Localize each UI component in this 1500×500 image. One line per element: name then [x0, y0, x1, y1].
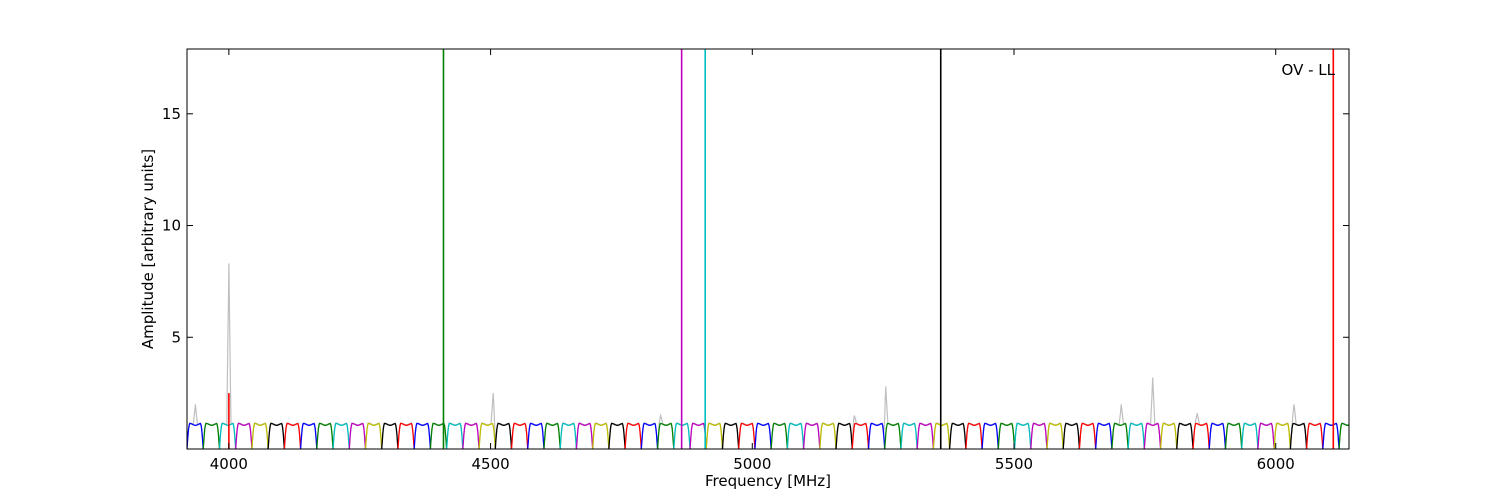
- channel-series-line: [1241, 422, 1259, 449]
- channel-series-line: [1127, 422, 1145, 449]
- channel-series-line: [1176, 422, 1194, 449]
- channel-series-line: [1078, 422, 1097, 449]
- channel-series-line: [527, 422, 545, 449]
- channel-series-line: [819, 422, 837, 449]
- channel-series-line: [364, 422, 383, 449]
- channel-series-line: [348, 422, 367, 449]
- x-tick-label: 6000: [1257, 455, 1295, 473]
- channel-series-line: [283, 422, 302, 449]
- channel-series-line: [1224, 422, 1243, 449]
- channel-series-line: [462, 422, 480, 449]
- channel-series-line: [1095, 422, 1113, 449]
- channel-series-line: [916, 422, 935, 449]
- x-axis-label: Frequency [MHz]: [705, 472, 831, 490]
- channel-series-line: [267, 422, 286, 449]
- channel-series-line: [413, 422, 432, 449]
- channel-series-line: [1013, 422, 1032, 449]
- channel-series-line: [235, 422, 253, 449]
- channel-series-line: [187, 422, 204, 449]
- channel-series-line: [1289, 422, 1308, 449]
- channel-series-line: [900, 422, 918, 449]
- channel-series-line: [754, 422, 772, 449]
- channel-series-line: [575, 422, 594, 449]
- channel-series-line: [965, 422, 983, 449]
- channel-series-line: [1159, 422, 1178, 449]
- channel-series-line: [332, 422, 350, 449]
- channel-series-line: [1192, 422, 1210, 449]
- channel-series-line: [997, 422, 1016, 449]
- channel-series-line: [218, 422, 237, 449]
- channel-series-line: [981, 422, 999, 449]
- plot-frame: [186, 48, 1350, 450]
- channel-series-line: [494, 422, 513, 449]
- channel-series-line: [640, 422, 659, 449]
- background-trace-line: [187, 263, 1349, 449]
- x-tick-label: 4500: [471, 455, 509, 473]
- channel-series-line: [1273, 422, 1292, 449]
- channel-series-line: [1143, 422, 1162, 449]
- y-axis-label: Amplitude [arbitrary units]: [139, 149, 157, 349]
- channel-series-line: [884, 422, 902, 449]
- channel-series-line: [1046, 422, 1064, 449]
- channel-series-line: [397, 422, 415, 449]
- x-tick-label: 5500: [995, 455, 1033, 473]
- channel-series-line: [624, 422, 642, 449]
- channel-series-line: [689, 422, 707, 449]
- channel-series-line: [802, 422, 821, 449]
- axis-ticks: 4000 4500 5000 5500 6000 5 10 15: [162, 49, 1349, 473]
- background-trace-layer: [187, 263, 1349, 449]
- x-tick-label: 5000: [733, 455, 771, 473]
- spike-layer: [228, 49, 1335, 449]
- channel-series-line: [1062, 422, 1081, 449]
- channel-series-line: [835, 422, 853, 449]
- channel-series-line: [1030, 422, 1048, 449]
- channel-series-line: [510, 422, 529, 449]
- channel-series-line: [543, 422, 561, 449]
- channel-series-line: [1338, 422, 1349, 449]
- channel-series-line: [1305, 422, 1324, 449]
- channel-series-layer: [187, 422, 1349, 449]
- channel-series-line: [1111, 422, 1129, 449]
- channel-series-line: [705, 422, 724, 449]
- channel-series-line: [867, 422, 886, 449]
- channel-series-line: [251, 422, 269, 449]
- channel-series-line: [656, 422, 675, 449]
- channel-series-line: [1322, 422, 1340, 449]
- channel-series-line: [316, 422, 334, 449]
- channel-series-line: [948, 422, 967, 449]
- channel-series-line: [299, 422, 318, 449]
- channel-series-line: [559, 422, 578, 449]
- channel-series-line: [738, 422, 756, 449]
- channel-series-line: [478, 422, 496, 449]
- y-tick-label: 10: [162, 217, 181, 235]
- channel-series-line: [202, 422, 221, 449]
- channel-series-line: [445, 422, 464, 449]
- y-tick-label: 15: [162, 105, 181, 123]
- baseline-annotation: OV - LL: [1282, 61, 1336, 79]
- channel-series-line: [851, 422, 870, 449]
- x-tick-label: 4000: [210, 455, 248, 473]
- channel-series-line: [770, 422, 789, 449]
- channel-series-line: [608, 422, 626, 449]
- y-tick-label: 5: [171, 328, 181, 346]
- channel-series-line: [592, 422, 610, 449]
- channel-series-line: [1208, 422, 1227, 449]
- channel-series-line: [786, 422, 805, 449]
- channel-series-line: [381, 422, 399, 449]
- channel-series-line: [721, 422, 740, 449]
- channel-series-line: [1257, 422, 1275, 449]
